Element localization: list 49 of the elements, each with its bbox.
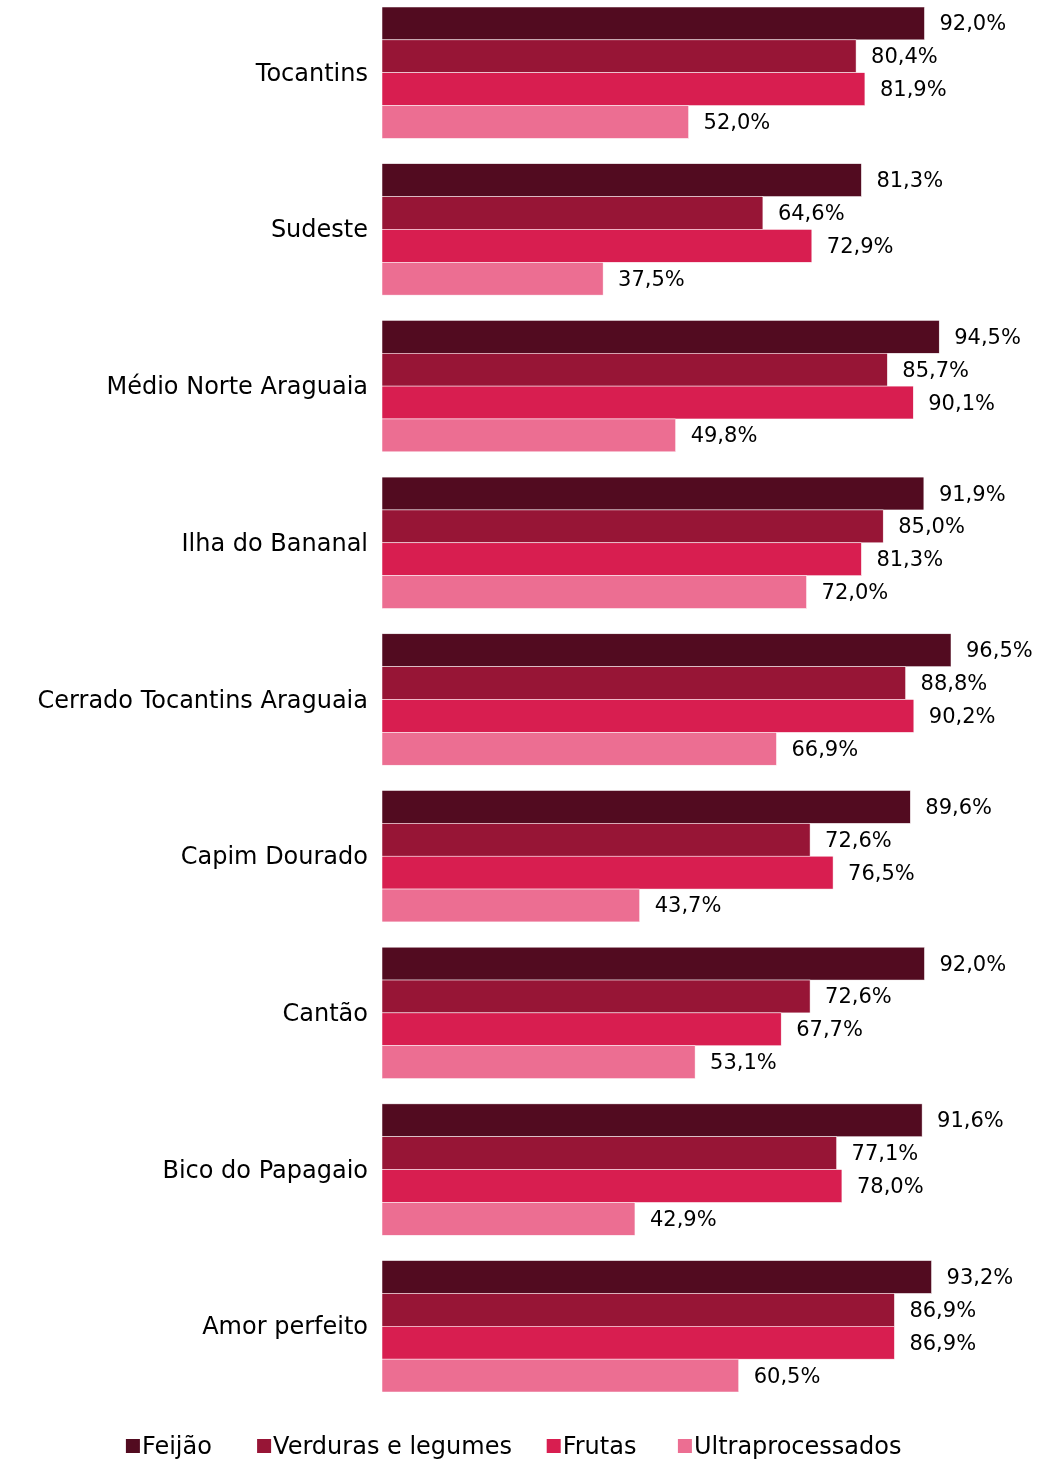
data-label: 88,8%	[920, 671, 988, 696]
y-tick-label: Tocantins	[254, 58, 368, 87]
data-label: 80,4%	[871, 44, 938, 69]
data-label: 94,5%	[954, 324, 1021, 349]
data-label: 72,6%	[825, 827, 892, 852]
y-tick-label: Médio Norte Araguaia	[106, 372, 368, 401]
data-label: 49,8%	[690, 423, 758, 448]
data-label: 37,5%	[618, 266, 685, 291]
data-label: 78,0%	[856, 1174, 924, 1199]
y-tick-label: Ilha do Bananal	[181, 528, 368, 557]
data-label: 67,7%	[796, 1017, 863, 1042]
data-label: 90,2%	[928, 703, 996, 728]
y-tick-label: Cerrado Tocantins Araguaia	[37, 685, 368, 714]
data-label: 85,0%	[898, 514, 965, 539]
data-label: 90,1%	[928, 390, 995, 415]
data-label: 96,5%	[966, 638, 1033, 663]
data-label: 72,6%	[825, 984, 892, 1009]
data-label: 81,9%	[879, 77, 947, 102]
y-tick-label: Cantão	[282, 998, 368, 1027]
data-label: 52,0%	[703, 110, 771, 134]
data-label: 85,7%	[902, 357, 970, 382]
data-label: 91,6%	[937, 1108, 1004, 1133]
data-label: 66,9%	[791, 736, 859, 761]
data-label: 60,5%	[753, 1363, 821, 1388]
data-label: 81,3%	[876, 168, 944, 193]
data-label: 53,1%	[710, 1050, 777, 1075]
data-label: 93,2%	[946, 1265, 1014, 1289]
legend-label: Frutas	[562, 1432, 637, 1459]
y-tick-label: Sudeste	[270, 215, 368, 244]
y-tick-label: Capim Dourado	[180, 842, 368, 871]
data-label: 86,9%	[909, 1297, 977, 1322]
legend-label: Verduras e legumes	[273, 1432, 512, 1459]
data-label: 64,6%	[777, 200, 845, 225]
data-label: 72,0%	[821, 580, 889, 605]
data-label: 42,9%	[649, 1206, 717, 1231]
data-label: 89,6%	[925, 794, 993, 819]
y-tick-label: Bico do Papagaio	[162, 1155, 368, 1184]
data-label: 76,5%	[848, 860, 915, 885]
data-label: 43,7%	[654, 893, 722, 918]
data-label: 91,9%	[938, 481, 1006, 506]
y-tick-label: Amor perfeito	[202, 1312, 368, 1341]
data-label: 77,1%	[851, 1141, 919, 1166]
data-label: 92,0%	[939, 951, 1007, 976]
data-label: 86,9%	[909, 1330, 977, 1355]
legend-label: Feijão	[141, 1432, 212, 1459]
legend-label: Ultraprocessados	[693, 1432, 902, 1459]
data-label: 92,0%	[939, 11, 1007, 36]
data-label: 81,3%	[876, 547, 944, 572]
data-label: 72,9%	[826, 233, 894, 258]
